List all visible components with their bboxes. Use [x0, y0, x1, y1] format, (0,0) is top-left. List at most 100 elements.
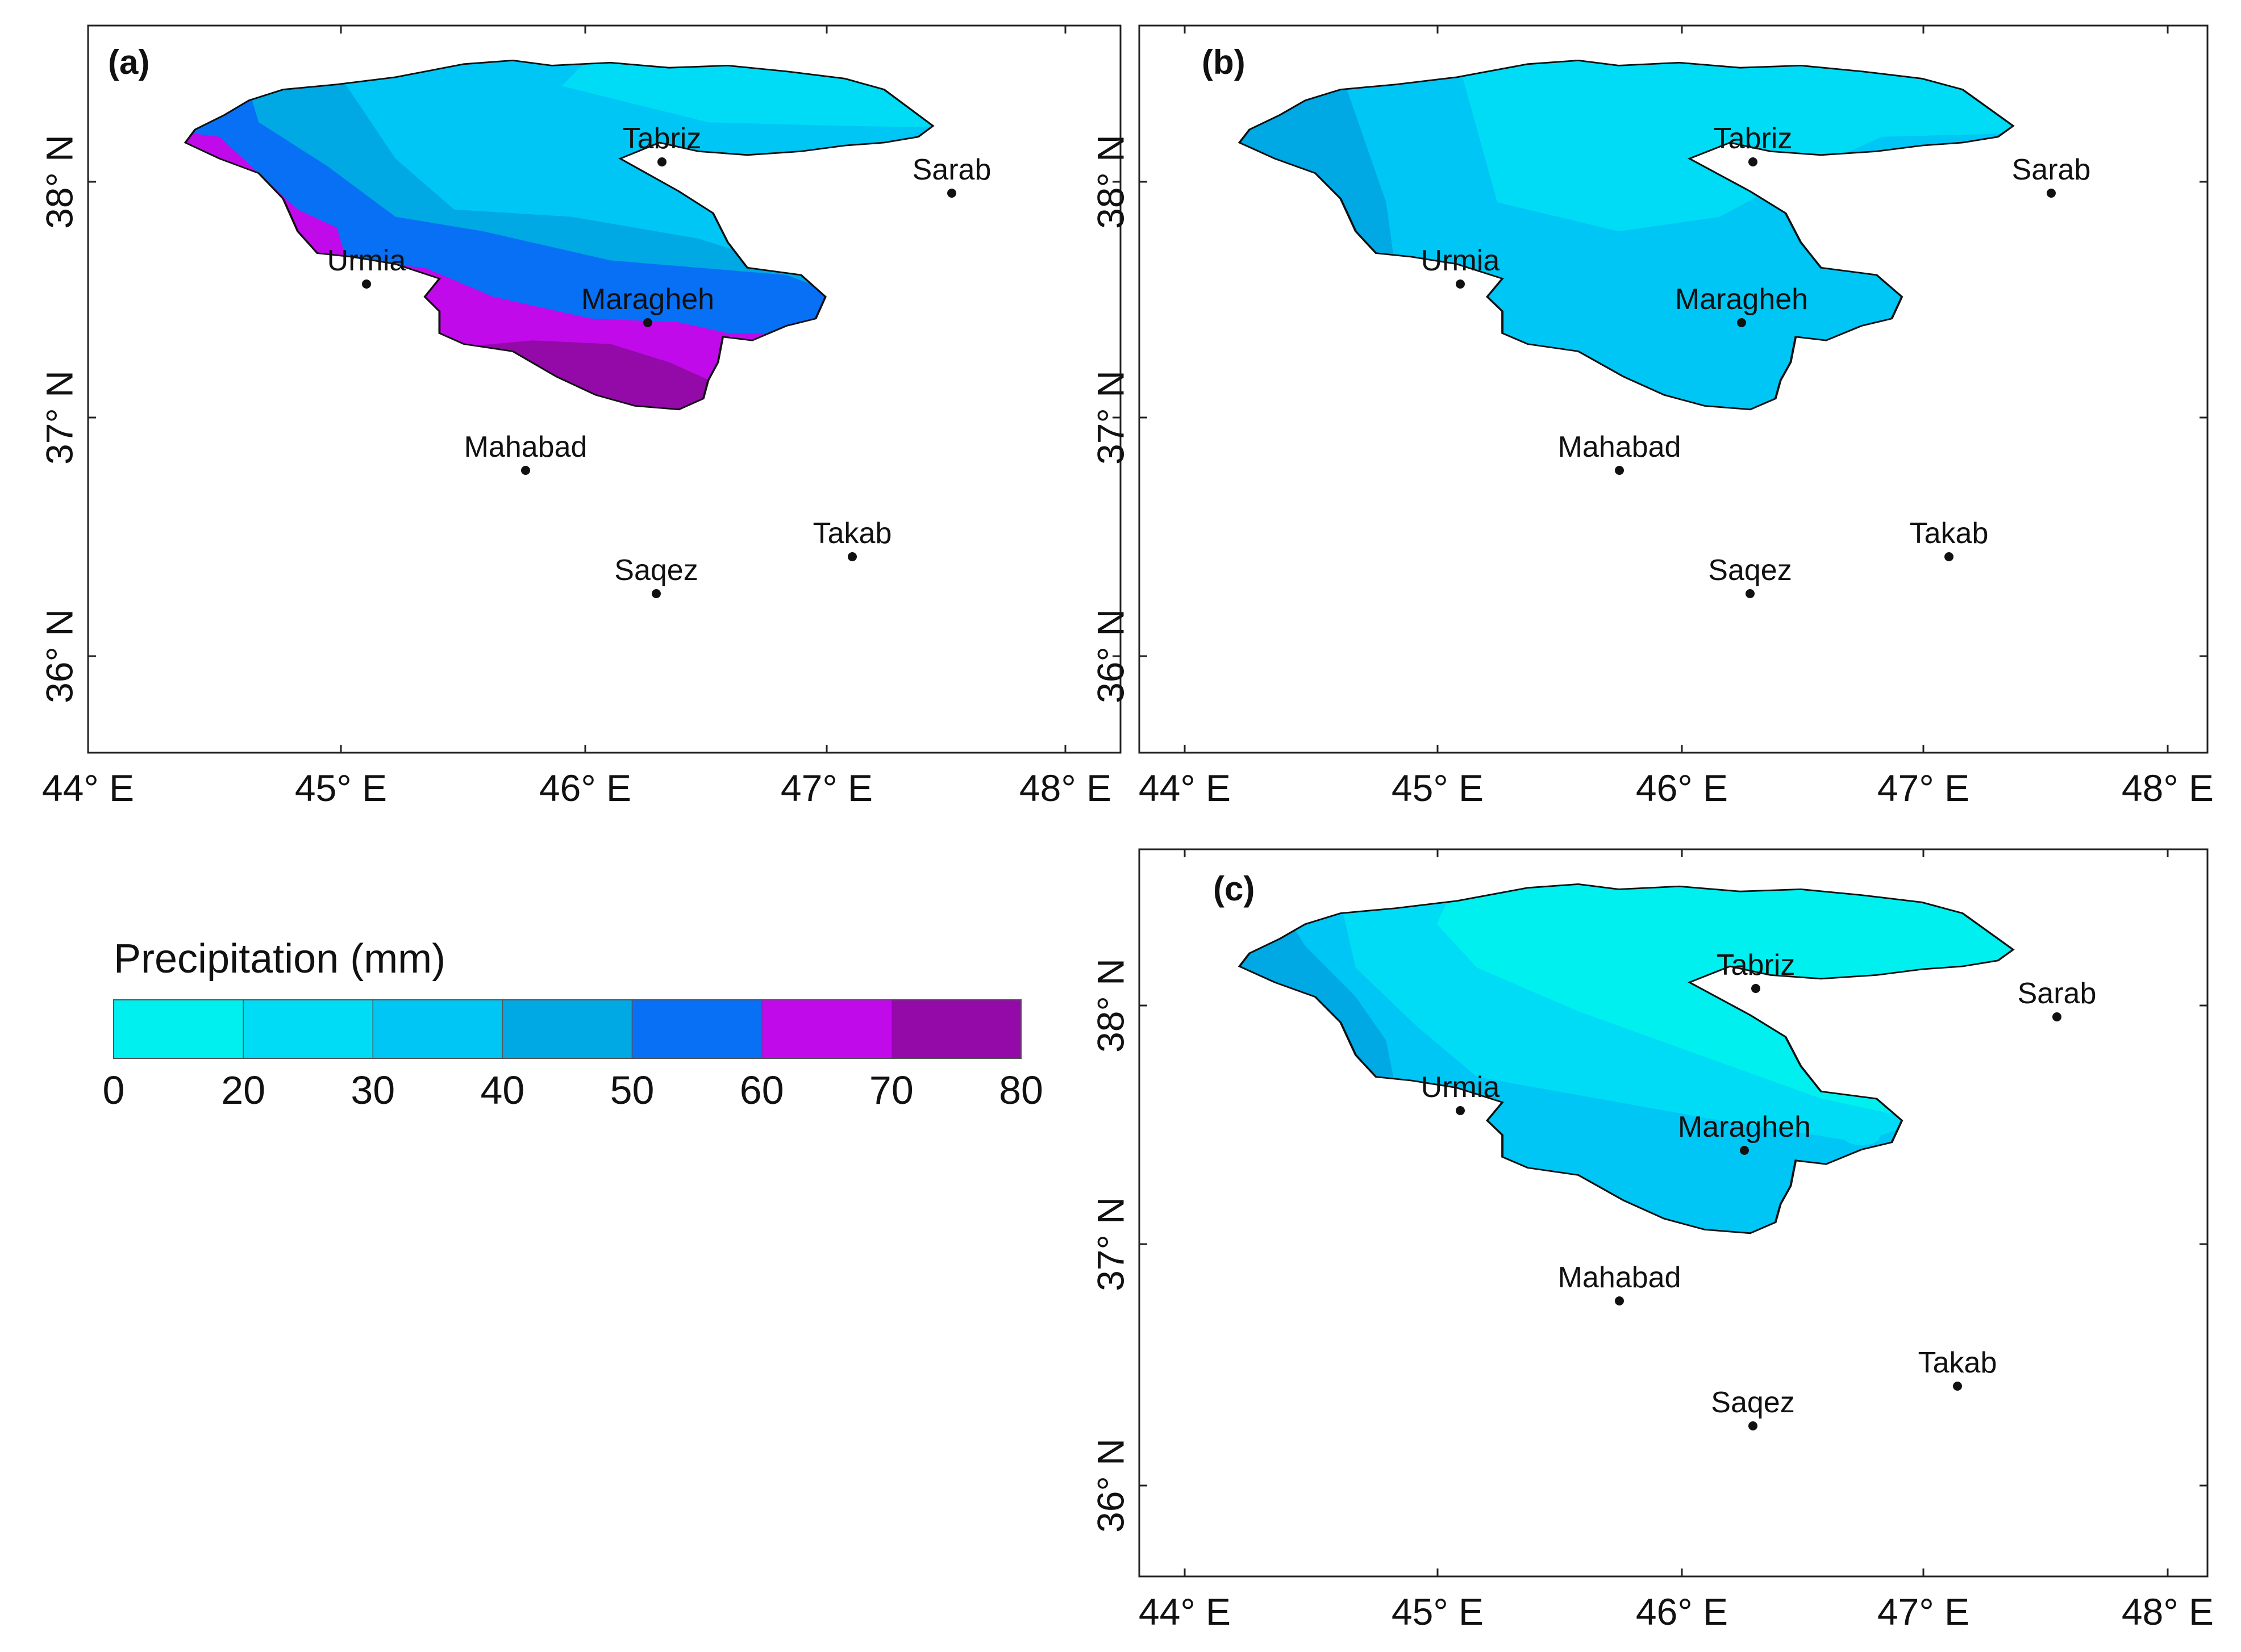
legend-tick-label: 80 — [999, 1068, 1043, 1112]
panel-b — [1138, 24, 2209, 754]
city-dot — [2047, 189, 2056, 198]
legend-tick-label: 50 — [610, 1068, 655, 1112]
city-marker-takab: Takab — [813, 517, 892, 561]
city-dot — [1737, 318, 1746, 327]
legend-frame — [113, 999, 1022, 1059]
city-label: Urmia — [1421, 244, 1500, 277]
panel-c-frame — [1138, 848, 2209, 1578]
city-marker-tabriz: Tabriz — [1717, 949, 1795, 993]
city-dot — [1740, 1146, 1749, 1155]
city-dot — [947, 189, 956, 198]
city-label: Sarab — [2018, 977, 2097, 1010]
city-dot — [2052, 1012, 2061, 1021]
city-marker-tabriz: Tabriz — [1714, 122, 1793, 166]
panel-label: (a) — [108, 43, 149, 81]
x-tick-label: 47° E — [781, 767, 873, 809]
x-tick-label: 48° E — [2122, 767, 2214, 809]
panel-c-map — [1238, 883, 2014, 1234]
city-label: Takab — [1918, 1346, 1997, 1379]
y-tick-label: 37° N — [1089, 370, 1131, 465]
x-tick-label: 46° E — [1636, 1591, 1728, 1633]
legend-tick-label: 0 — [103, 1068, 125, 1112]
city-label: Takab — [1910, 517, 1989, 550]
panel-c — [1138, 848, 2209, 1578]
city-dot — [848, 552, 857, 561]
city-dot — [362, 279, 371, 289]
city-marker-mahabad: Mahabad — [1558, 1261, 1681, 1305]
city-dot — [1615, 1296, 1624, 1305]
panel-c-annotations: (c) 44° E 45° E 46° E 47° E 48° E 38° N 37° N 36… — [1089, 849, 2214, 1633]
city-label: Sarab — [913, 153, 992, 186]
x-tick-label: 48° E — [1019, 767, 1111, 809]
city-label: Maragheh — [1678, 1111, 1811, 1144]
city-marker-maragheh: Maragheh — [581, 283, 714, 327]
city-dot — [1456, 1106, 1465, 1115]
panel-label: (b) — [1202, 43, 1246, 81]
x-tick-label: 46° E — [1636, 767, 1728, 809]
panel-a — [87, 24, 1122, 754]
city-marker-mahabad: Mahabad — [464, 431, 588, 475]
x-tick-label: 44° E — [42, 767, 134, 809]
city-marker-urmia: Urmia — [1421, 244, 1500, 289]
city-label: Mahabad — [1558, 1261, 1681, 1294]
panel-b-frame — [1138, 24, 2209, 754]
legend-tick-label: 20 — [221, 1068, 265, 1112]
city-label: Saqez — [1708, 554, 1792, 587]
x-tick-label: 47° E — [1877, 767, 1969, 809]
legend-swatch — [243, 999, 374, 1059]
y-tick-label: 38° N — [1089, 135, 1131, 229]
legend-tick-label: 70 — [869, 1068, 914, 1112]
y-tick-label: 37° N — [38, 370, 80, 465]
city-label: Takab — [813, 517, 892, 550]
legend-tick-label: 30 — [351, 1068, 395, 1112]
y-tick-label: 36° N — [38, 609, 80, 703]
x-tick-label: 45° E — [1392, 767, 1484, 809]
city-label: Maragheh — [581, 283, 714, 316]
panel-b-annotations: (b) 44° E 45° E 46° E 47° E 48° E 38° N 37° N 36… — [1089, 26, 2214, 809]
city-marker-saqez: Saqez — [614, 554, 698, 598]
city-marker-saqez: Saqez — [1708, 554, 1792, 598]
legend-swatch — [372, 999, 503, 1059]
legend-swatch — [891, 999, 1022, 1059]
x-tick-label: 45° E — [1392, 1591, 1484, 1633]
legend-swatch — [113, 999, 244, 1059]
city-label: Saqez — [1711, 1386, 1794, 1419]
city-marker-maragheh: Maragheh — [1678, 1111, 1811, 1155]
y-tick-label: 38° N — [1089, 958, 1131, 1053]
city-marker-urmia: Urmia — [1421, 1071, 1500, 1115]
city-dot — [1944, 552, 1953, 561]
legend-tick-label: 40 — [480, 1068, 524, 1112]
panel-label: (c) — [1213, 870, 1255, 908]
city-dot — [1746, 589, 1755, 598]
panel-a-annotations: (a) 44° E 45° E 46° E 47° E 48° E 38° N 37° N 36… — [38, 26, 1120, 809]
x-tick-label: 48° E — [2122, 1591, 2214, 1633]
city-marker-sarab: Sarab — [2012, 153, 2091, 198]
city-marker-mahabad: Mahabad — [1558, 431, 1681, 475]
y-tick-label: 36° N — [1089, 609, 1131, 703]
city-marker-sarab: Sarab — [913, 153, 992, 198]
legend-swatch — [761, 999, 892, 1059]
city-label: Sarab — [2012, 153, 2091, 186]
x-tick-label: 45° E — [295, 767, 387, 809]
legend-tick-label: 60 — [740, 1068, 784, 1112]
city-label: Mahabad — [1558, 431, 1681, 464]
city-marker-takab: Takab — [1918, 1346, 1997, 1391]
city-label: Mahabad — [464, 431, 588, 464]
x-tick-label: 44° E — [1139, 1591, 1231, 1633]
city-dot — [1751, 984, 1760, 993]
panel-a-frame — [87, 24, 1122, 754]
city-dot — [643, 318, 652, 327]
city-dot — [657, 157, 667, 166]
city-dot — [1456, 279, 1465, 289]
city-dot — [521, 466, 530, 475]
legend-swatch — [502, 999, 633, 1059]
legend-swatch — [631, 999, 763, 1059]
y-tick-label: 37° N — [1089, 1197, 1131, 1291]
city-label: Urmia — [1421, 1071, 1500, 1104]
x-tick-label: 47° E — [1877, 1591, 1969, 1633]
city-label: Tabriz — [623, 122, 702, 155]
city-dot — [652, 589, 661, 598]
city-label: Tabriz — [1714, 122, 1793, 155]
city-dot — [1615, 466, 1624, 475]
